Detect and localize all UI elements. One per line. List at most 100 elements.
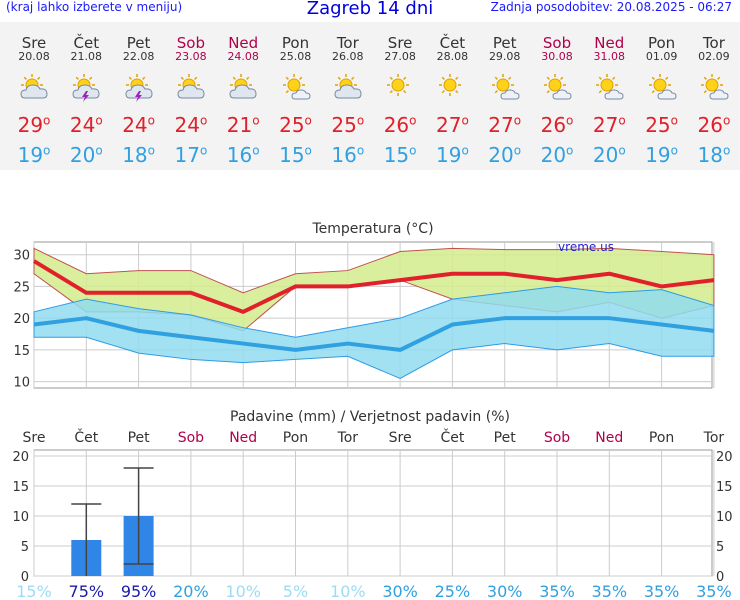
- max-temp: 26o: [540, 113, 574, 137]
- probability-label: 25%: [435, 582, 471, 600]
- day-name: Ned: [594, 34, 625, 52]
- max-temp: 29o: [17, 113, 51, 137]
- day-column: Ned 31.08 27o 20o: [583, 22, 635, 170]
- header-bar: Zagreb 14 dni (kraj lahko izberete v men…: [0, 0, 740, 20]
- day-column: Pet 22.08 24o 18o: [113, 22, 165, 170]
- y-tick-label: 10: [13, 376, 30, 391]
- max-temp: 26o: [383, 113, 417, 137]
- x-tick-label: Čet: [440, 428, 464, 446]
- forecast-strip: Sre 20.08 29o 19o Čet 21.08 24o 20o Pet 22.08 24o 1…: [0, 22, 740, 170]
- day-name: Tor: [702, 34, 725, 52]
- x-tick-label: Pon: [283, 430, 308, 446]
- sunny-icon: [437, 74, 467, 100]
- precipitation-chart: Padavine (mm) / Verjetnost padavin (%) Sr…: [12, 409, 733, 600]
- probability-label: 30%: [382, 582, 418, 600]
- max-temp: 24o: [122, 113, 155, 137]
- min-temp: 19o: [435, 143, 469, 167]
- x-tick-label: Ned: [229, 430, 257, 446]
- y-tick-label: 20: [12, 450, 29, 465]
- day-column: Pon 01.09 25o 19o: [636, 22, 688, 170]
- sunny-icon: [385, 74, 415, 100]
- mostly-sunny-icon: [647, 74, 677, 100]
- x-tick-label: Pet: [494, 430, 517, 446]
- partly-cloudy-icon: [228, 74, 258, 100]
- day-date: 30.08: [541, 50, 573, 63]
- page-title: Zagreb 14 dni: [306, 0, 434, 19]
- mostly-sunny-icon: [594, 74, 624, 100]
- day-name: Čet: [73, 34, 100, 52]
- probability-label: 95%: [121, 582, 157, 600]
- day-name: Tor: [336, 34, 359, 52]
- x-tick-label: Pon: [649, 430, 674, 446]
- day-column: Pon 25.08 25o 15o: [270, 22, 322, 170]
- watermark: vreme.us: [558, 240, 614, 254]
- max-temp: 24o: [174, 113, 208, 137]
- last-updated: Zadnja posodobitev: 20.08.2025 - 06:27: [490, 0, 732, 14]
- max-temp: 21o: [226, 113, 260, 137]
- y-tick-label: 15: [13, 344, 30, 359]
- day-date: 25.08: [279, 50, 312, 63]
- y-tick-label: 15: [12, 480, 29, 495]
- menu-note[interactable]: (kraj lahko izberete v meniju): [6, 0, 183, 14]
- probability-label: 15%: [16, 582, 52, 600]
- y-tick-label: 10: [12, 510, 29, 525]
- partly-cloudy-icon: [333, 74, 363, 100]
- x-tick-label: Tor: [337, 430, 359, 446]
- day-date: 24.08: [227, 50, 259, 63]
- max-temp: 25o: [279, 113, 312, 137]
- max-temp: 27o: [435, 113, 469, 137]
- day-date: 27.08: [384, 50, 416, 63]
- y-tick-label: 5: [21, 540, 29, 555]
- x-tick-label: Ned: [595, 430, 623, 446]
- day-date: 20.08: [18, 50, 50, 63]
- day-column: Tor 02.09 26o 18o: [688, 22, 740, 170]
- day-date: 31.08: [593, 50, 626, 63]
- x-tick-label: Čet: [74, 428, 98, 446]
- min-temp: 20o: [592, 143, 626, 167]
- range-band: [33, 285, 715, 380]
- partly-cloudy-icon: [176, 74, 206, 100]
- day-date: 29.08: [488, 50, 521, 63]
- day-name: Sre: [387, 34, 413, 52]
- max-temp: 24o: [69, 113, 103, 137]
- y-tick-label: 20: [716, 450, 733, 465]
- x-tick-label: Sre: [389, 430, 412, 446]
- min-temp: 16o: [226, 143, 260, 167]
- y-tick-label: 15: [716, 480, 733, 495]
- day-date: 21.08: [70, 50, 103, 63]
- x-tick-label: Sob: [544, 430, 570, 446]
- probability-label: 35%: [592, 582, 628, 600]
- min-temp: 20o: [488, 143, 522, 167]
- max-temp: 26o: [697, 113, 731, 137]
- thunderstorm-icon: [71, 74, 101, 102]
- y-tick-label: 30: [13, 249, 30, 264]
- day-name: Ned: [228, 34, 259, 52]
- day-name: Pon: [647, 34, 676, 52]
- day-column: Sob 30.08 26o 20o: [531, 22, 583, 170]
- max-temp: 25o: [645, 113, 678, 137]
- probability-label: 5%: [283, 582, 308, 600]
- max-temp: 25o: [331, 113, 365, 137]
- day-column: Pet 29.08 27o 20o: [479, 22, 531, 170]
- min-temp: 17o: [174, 143, 208, 167]
- y-tick-label: 10: [716, 510, 733, 525]
- max-temp-line: [32, 259, 715, 314]
- day-name: Sob: [542, 34, 572, 52]
- day-name: Pet: [126, 34, 151, 52]
- day-name: Pet: [492, 34, 517, 52]
- day-date: 01.09: [645, 50, 678, 63]
- partly-cloudy-icon: [19, 74, 49, 100]
- min-temp: 18o: [122, 143, 155, 167]
- x-tick-label: Pet: [128, 430, 151, 446]
- day-name: Sre: [21, 34, 47, 52]
- mostly-sunny-icon: [281, 74, 311, 100]
- chart-title: Temperatura (°C): [311, 221, 433, 237]
- day-name: Pon: [281, 34, 310, 52]
- day-column: Sre 20.08 29o 19o: [8, 22, 60, 170]
- chart-title: Padavine (mm) / Verjetnost padavin (%): [230, 409, 510, 425]
- min-temp: 20o: [69, 143, 103, 167]
- probability-label: 75%: [69, 582, 105, 600]
- min-temp: 16o: [331, 143, 365, 167]
- y-tick-label: 0: [21, 570, 29, 585]
- min-temp-line: [33, 316, 715, 352]
